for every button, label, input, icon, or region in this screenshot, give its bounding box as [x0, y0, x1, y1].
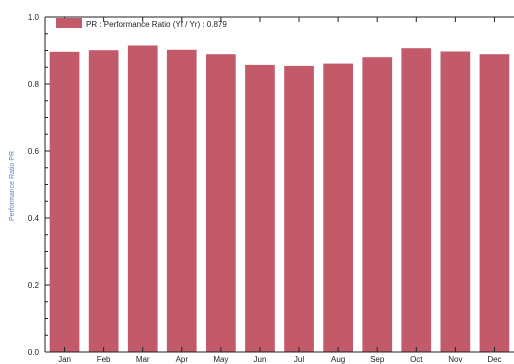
bar-oct	[401, 48, 432, 352]
bar-jul	[284, 65, 314, 353]
legend: PR : Performance Ratio (Yf / Yr) : 0.879	[56, 18, 227, 29]
bar-nov	[440, 51, 471, 352]
bar-mar	[127, 45, 158, 352]
y-tick-label: 1.0	[28, 13, 40, 22]
x-tick-label-aug: Aug	[331, 355, 345, 364]
y-tick-label: 0.4	[28, 214, 40, 223]
x-tick-label-mar: Mar	[136, 355, 150, 364]
x-tick-label-feb: Feb	[97, 355, 111, 364]
y-tick-label: 0.8	[28, 80, 40, 89]
bar-aug	[323, 63, 353, 352]
y-tick-label: 0.6	[28, 147, 40, 156]
x-tick-label-oct: Oct	[410, 355, 423, 364]
x-tick-label-jan: Jan	[58, 355, 71, 364]
x-tick-label-dec: Dec	[487, 355, 501, 364]
y-axis-label: Performance Ratio PR	[9, 151, 16, 221]
x-tick-label-nov: Nov	[448, 355, 462, 364]
x-tick-label-apr: Apr	[176, 355, 189, 364]
x-tick-label-jun: Jun	[254, 355, 267, 364]
x-tick-label-jul: Jul	[294, 355, 304, 364]
x-ticks: Jan Feb Mar Apr May Jun Jul Aug Sep Oct Nov Dec	[58, 17, 502, 364]
y-tick-label: 0.2	[28, 281, 40, 290]
bar-may	[206, 54, 236, 352]
x-tick-label-sep: Sep	[370, 355, 385, 364]
legend-label: PR : Performance Ratio (Yf / Yr) : 0.879	[86, 20, 227, 29]
y-tick-label: 0.0	[28, 348, 40, 357]
bars-layer	[49, 45, 510, 353]
y-ticks: 0.0 0.2 0.4 0.6 0.8 1.0	[28, 13, 50, 357]
bar-sep	[362, 57, 393, 352]
bar-apr	[166, 49, 197, 353]
bar-jun	[245, 64, 275, 353]
x-tick-label-may: May	[213, 355, 228, 364]
bar-feb	[88, 50, 119, 352]
legend-swatch	[56, 18, 82, 28]
bar-jan	[49, 51, 80, 353]
bar-dec	[479, 54, 510, 352]
